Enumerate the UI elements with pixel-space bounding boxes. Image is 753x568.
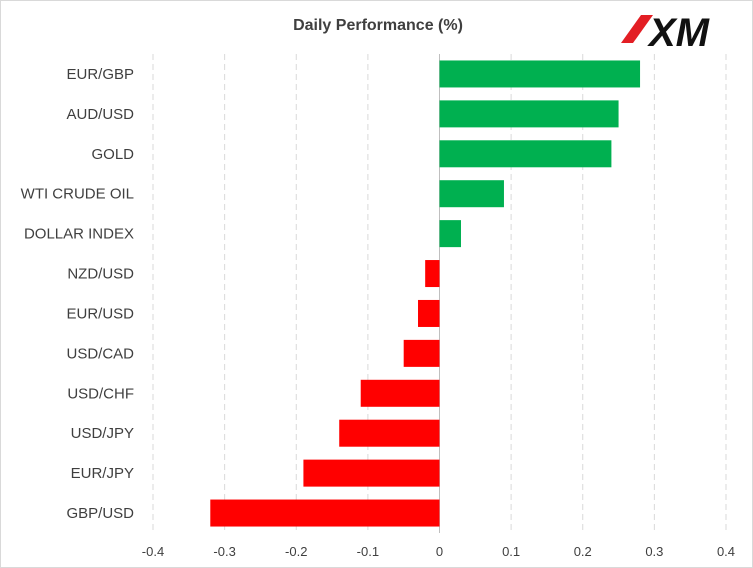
x-tick-label: 0.2	[574, 544, 592, 559]
bar-usd-jpy	[339, 419, 440, 447]
bar-eur-gbp	[439, 60, 641, 88]
x-tick-label: 0.4	[717, 544, 735, 559]
bar-dollar-index	[439, 220, 461, 248]
x-tick-label: -0.4	[142, 544, 164, 559]
logo-text: XM	[647, 11, 711, 55]
x-tick-label: -0.2	[285, 544, 307, 559]
bar-usd-chf	[360, 379, 440, 407]
category-label: EUR/USD	[66, 305, 134, 322]
category-label: GBP/USD	[66, 505, 134, 522]
category-label: AUD/USD	[66, 106, 134, 123]
xm-logo: XM	[621, 11, 711, 55]
x-tick-label: 0.3	[645, 544, 663, 559]
x-axis-ticks: -0.4 -0.3 -0.2 -0.1 0 0.1 0.2 0.3 0.4	[142, 544, 735, 559]
category-label: USD/CHF	[67, 385, 134, 402]
bar-eur-usd	[418, 299, 440, 327]
chart-title: Daily Performance (%)	[293, 17, 463, 34]
category-label: WTI CRUDE OIL	[21, 186, 134, 203]
x-tick-label: -0.3	[213, 544, 235, 559]
bar-usd-cad	[403, 339, 440, 367]
category-label: USD/CAD	[66, 345, 134, 362]
category-label: EUR/GBP	[66, 66, 134, 83]
x-tick-label: 0.1	[502, 544, 520, 559]
category-label: GOLD	[91, 146, 134, 163]
logo-accent-stripe	[621, 15, 653, 43]
bar-eur-jpy	[303, 459, 440, 487]
category-labels: EUR/GBP AUD/USD GOLD WTI CRUDE OIL DOLLAR IN…	[21, 66, 135, 522]
bar-aud-usd	[439, 100, 619, 128]
bar-gold	[439, 140, 612, 168]
x-tick-label: 0	[436, 544, 443, 559]
category-label: USD/JPY	[71, 425, 134, 442]
category-label: NZD/USD	[67, 266, 134, 283]
gridlines	[152, 54, 727, 533]
bar-wti-crude-oil	[439, 180, 504, 208]
bar-gbp-usd	[210, 499, 440, 527]
category-label: EUR/JPY	[71, 465, 134, 482]
bar-nzd-usd	[425, 260, 440, 288]
x-tick-label: -0.1	[357, 544, 379, 559]
bars	[210, 60, 641, 527]
category-label: DOLLAR INDEX	[24, 226, 134, 243]
